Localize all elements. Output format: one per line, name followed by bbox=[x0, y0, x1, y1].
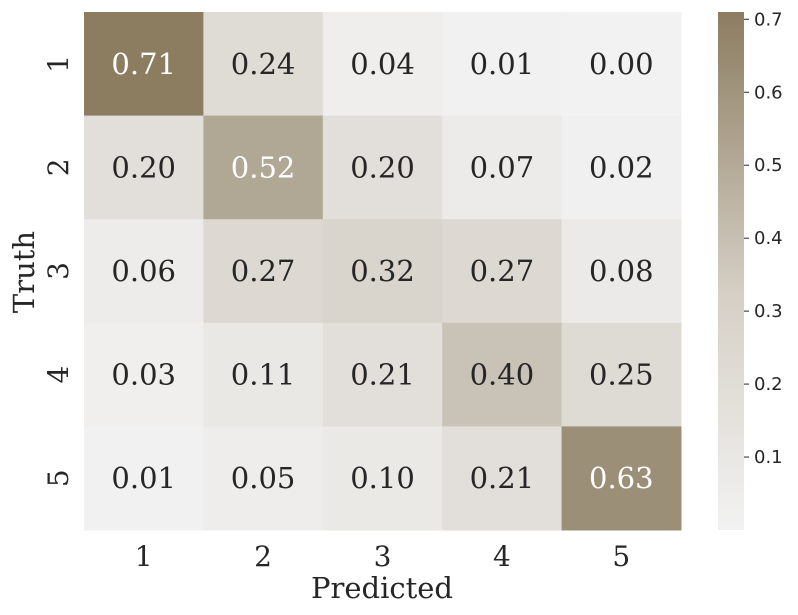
heatmap-cell-r1-c1 bbox=[84, 12, 204, 117]
x-tick-label: 5 bbox=[612, 540, 630, 573]
cell-value-label: 0.40 bbox=[470, 358, 535, 392]
cell-value-label: 0.06 bbox=[111, 254, 176, 288]
cell-value-label: 0.63 bbox=[589, 461, 654, 495]
x-tick-label: 2 bbox=[254, 540, 272, 573]
cell-value-label: 0.02 bbox=[589, 150, 654, 184]
cell-value-label: 0.25 bbox=[589, 358, 654, 392]
cell-value-label: 0.05 bbox=[231, 461, 296, 495]
cell-value-label: 0.04 bbox=[350, 47, 415, 81]
heatmap-cell-r4-c4 bbox=[442, 322, 563, 427]
heatmap-cell-r4-c5 bbox=[561, 322, 682, 427]
heatmap-cell-r3-c1 bbox=[84, 219, 204, 324]
heatmap-cell-r5-c1 bbox=[84, 426, 204, 531]
heatmap-cell-r5-c3 bbox=[322, 426, 443, 531]
colorbar-ticks: 0.1 0.2 0.3 0.4 0.5 0.6 0.7 bbox=[744, 9, 783, 468]
cell-value-label: 0.01 bbox=[470, 47, 535, 81]
cell-value-label: 0.03 bbox=[111, 358, 176, 392]
x-tick-label: 1 bbox=[135, 540, 153, 573]
colorbar-tick-label: 0.3 bbox=[754, 301, 783, 322]
heatmap-cell-r1-c4 bbox=[442, 12, 563, 117]
x-tick-label: 3 bbox=[374, 540, 392, 573]
cell-value-label: 0.08 bbox=[589, 254, 654, 288]
cell-value-label: 0.52 bbox=[231, 150, 296, 184]
heatmap-cell-r5-c2 bbox=[203, 426, 324, 531]
y-tick-label: 5 bbox=[42, 469, 75, 487]
cell-value-label: 0.21 bbox=[350, 358, 415, 392]
colorbar-tick-label: 0.5 bbox=[754, 155, 783, 176]
colorbar-tick-label: 0.4 bbox=[754, 228, 783, 249]
cell-value-label: 0.01 bbox=[111, 461, 176, 495]
y-tick-label: 4 bbox=[42, 366, 75, 384]
cell-value-label: 0.10 bbox=[350, 461, 415, 495]
cell-value-label: 0.07 bbox=[470, 150, 535, 184]
colorbar-tick-label: 0.6 bbox=[754, 82, 783, 103]
y-tick-label: 1 bbox=[42, 55, 75, 73]
cell-value-label: 0.00 bbox=[589, 47, 654, 81]
colorbar-tick-label: 0.7 bbox=[754, 9, 783, 30]
heatmap-cell-r5-c5 bbox=[561, 426, 682, 531]
heatmap-cell-r1-c3 bbox=[322, 12, 443, 117]
y-tick-label: 2 bbox=[42, 158, 75, 176]
heatmap-cell-r4-c1 bbox=[84, 322, 204, 427]
y-tick-label: 3 bbox=[42, 262, 75, 280]
x-tick-label: 4 bbox=[493, 540, 511, 573]
heatmap-cells: 0.71 0.24 0.04 0.01 0.00 0.20 0.52 0.20 0.07 0.02… bbox=[84, 12, 682, 531]
cell-value-label: 0.71 bbox=[111, 47, 176, 81]
colorbar bbox=[718, 12, 744, 530]
heatmap-cell-r4-c3 bbox=[322, 322, 443, 427]
cell-value-label: 0.20 bbox=[111, 150, 176, 184]
colorbar-tick-label: 0.1 bbox=[754, 447, 783, 468]
heatmap-cell-r3-c3 bbox=[322, 219, 443, 324]
heatmap-cell-r3-c5 bbox=[561, 219, 682, 324]
cell-value-label: 0.11 bbox=[231, 358, 296, 392]
cell-value-label: 0.27 bbox=[231, 254, 296, 288]
heatmap-cell-r2-c1 bbox=[84, 115, 204, 220]
heatmap-cell-r3-c2 bbox=[203, 219, 324, 324]
heatmap-cell-r3-c4 bbox=[442, 219, 563, 324]
cell-value-label: 0.24 bbox=[231, 47, 296, 81]
heatmap-cell-r4-c2 bbox=[203, 322, 324, 427]
heatmap-cell-r2-c3 bbox=[322, 115, 443, 220]
colorbar-tick-label: 0.2 bbox=[754, 374, 783, 395]
x-tick-labels: 1 2 3 4 5 bbox=[135, 540, 630, 573]
heatmap-cell-r5-c4 bbox=[442, 426, 563, 531]
cell-value-label: 0.20 bbox=[350, 150, 415, 184]
cell-value-label: 0.27 bbox=[470, 254, 535, 288]
cell-value-label: 0.21 bbox=[470, 461, 535, 495]
heatmap-cell-r2-c4 bbox=[442, 115, 563, 220]
heatmap-cell-r2-c2 bbox=[203, 115, 324, 220]
y-tick-labels: 1 2 3 4 5 bbox=[42, 55, 75, 487]
heatmap-cell-r1-c5 bbox=[561, 12, 682, 117]
heatmap-cell-r1-c2 bbox=[203, 12, 324, 117]
heatmap-cell-r2-c5 bbox=[561, 115, 682, 220]
cell-value-label: 0.32 bbox=[350, 254, 415, 288]
y-axis-label: Truth bbox=[7, 231, 41, 313]
x-axis-label: Predicted bbox=[311, 571, 453, 605]
